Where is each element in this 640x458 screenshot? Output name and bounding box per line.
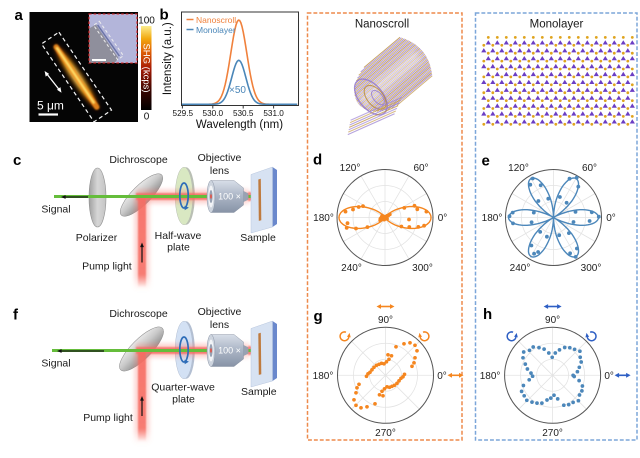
svg-text:plate: plate (172, 394, 195, 406)
svg-text:Pump light: Pump light (82, 260, 132, 272)
svg-text:Monolayer: Monolayer (196, 25, 236, 35)
svg-text:plate: plate (167, 242, 190, 254)
svg-text:lens: lens (210, 165, 229, 177)
svg-text:g: g (314, 308, 323, 325)
svg-text:180°: 180° (313, 213, 334, 224)
svg-text:h: h (483, 306, 492, 323)
svg-text:100: 100 (138, 16, 155, 27)
svg-text:180°: 180° (313, 371, 334, 382)
svg-text:60°: 60° (413, 163, 428, 174)
svg-text:530.5: 530.5 (233, 109, 254, 118)
svg-text:0°: 0° (606, 213, 616, 224)
svg-text:90°: 90° (545, 315, 560, 326)
svg-text:Objective: Objective (198, 306, 242, 318)
svg-text:0°: 0° (604, 371, 614, 382)
svg-text:0: 0 (144, 112, 150, 123)
svg-text:Signal: Signal (41, 358, 70, 370)
svg-text:Intensity (a.u.): Intensity (a.u.) (162, 22, 174, 95)
svg-text:180°: 180° (482, 213, 503, 224)
svg-text:5 μm: 5 μm (37, 99, 64, 113)
svg-text:Sample: Sample (241, 386, 277, 398)
svg-text:Dichroscope: Dichroscope (109, 154, 168, 166)
svg-text:e: e (482, 153, 490, 170)
svg-text:270°: 270° (375, 428, 396, 439)
svg-text:SHG (kcps): SHG (kcps) (141, 43, 152, 92)
svg-text:60°: 60° (582, 163, 597, 174)
svg-text:b: b (160, 7, 169, 24)
svg-text:120°: 120° (508, 163, 529, 174)
svg-text:529.5: 529.5 (173, 109, 194, 118)
svg-text:Dichroscope: Dichroscope (109, 308, 168, 320)
svg-text:Quarter-wave: Quarter-wave (151, 382, 215, 394)
svg-text:120°: 120° (340, 163, 361, 174)
svg-text:Pump light: Pump light (83, 412, 133, 424)
svg-text:Monolayer: Monolayer (530, 19, 584, 31)
svg-text:d: d (313, 152, 322, 169)
svg-text:×50: ×50 (229, 85, 246, 96)
svg-text:Half-wave: Half-wave (155, 230, 202, 242)
svg-text:240°: 240° (341, 263, 362, 274)
svg-text:a: a (15, 7, 24, 24)
svg-text:Nanoscroll: Nanoscroll (355, 19, 409, 31)
svg-text:240°: 240° (510, 263, 531, 274)
svg-text:Wavelength (nm): Wavelength (nm) (196, 119, 283, 131)
svg-text:180°: 180° (480, 371, 501, 382)
svg-text:270°: 270° (542, 428, 563, 439)
svg-text:100 ×: 100 × (218, 346, 241, 356)
svg-text:531.0: 531.0 (263, 109, 284, 118)
svg-text:lens: lens (210, 319, 229, 331)
svg-text:f: f (13, 307, 19, 324)
svg-text:300°: 300° (581, 263, 602, 274)
svg-text:Signal: Signal (41, 204, 70, 216)
svg-text:300°: 300° (412, 263, 433, 274)
svg-text:90°: 90° (378, 315, 393, 326)
svg-text:Polarizer: Polarizer (76, 232, 118, 244)
svg-text:Objective: Objective (198, 152, 242, 164)
svg-text:c: c (13, 152, 21, 169)
svg-text:0°: 0° (437, 371, 447, 382)
svg-text:100 ×: 100 × (218, 192, 241, 202)
svg-text:0°: 0° (438, 213, 448, 224)
svg-text:Sample: Sample (240, 232, 276, 244)
svg-text:Nanoscroll: Nanoscroll (196, 15, 236, 25)
svg-text:530.0: 530.0 (203, 109, 224, 118)
